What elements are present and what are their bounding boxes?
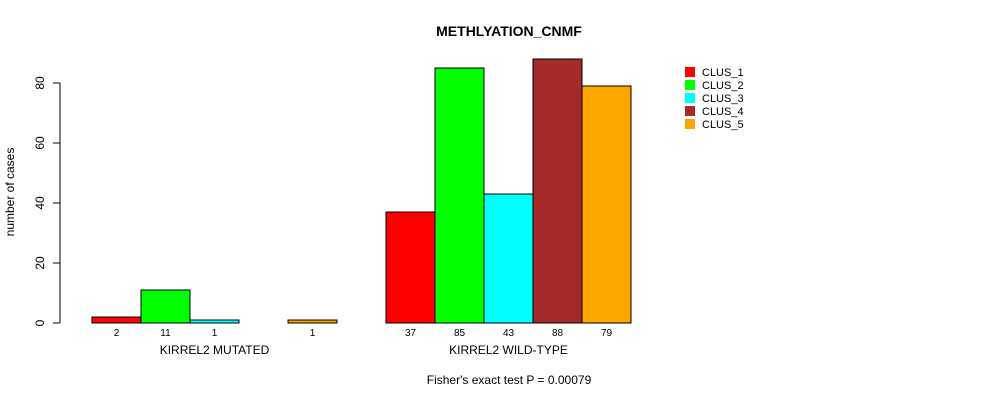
bar-value-label: 79 bbox=[601, 328, 613, 339]
y-tick-label: 60 bbox=[33, 136, 47, 150]
group-labels: KIRREL2 MUTATED KIRREL2 WILD-TYPE bbox=[160, 343, 568, 357]
legend-swatch bbox=[685, 106, 695, 116]
bars bbox=[91, 58, 632, 324]
group-label: KIRREL2 MUTATED bbox=[160, 343, 270, 357]
bar-clus-5-group-1 bbox=[287, 319, 338, 324]
bar-clus-1-group-1 bbox=[91, 316, 142, 324]
y-tick-label: 0 bbox=[33, 319, 47, 326]
bar-labels: 2 11 1 1 37 85 43 88 79 bbox=[114, 328, 613, 339]
bar-clus-3-group-2 bbox=[483, 193, 534, 324]
legend-label: CLUS_3 bbox=[702, 93, 744, 105]
bar-value-label: 85 bbox=[454, 328, 466, 339]
bar-clus-5-group-2 bbox=[581, 85, 632, 324]
fisher-test-footnote: Fisher's exact test P = 0.00079 bbox=[427, 373, 592, 387]
bar-value-label: 88 bbox=[552, 328, 564, 339]
y-tick-label: 80 bbox=[33, 76, 47, 90]
legend-label: CLUS_1 bbox=[702, 67, 744, 79]
bar-value-label: 1 bbox=[310, 328, 316, 339]
y-axis: 0 20 40 60 80 bbox=[33, 76, 61, 326]
bar-clus-3-group-1 bbox=[189, 319, 240, 324]
chart-title: METHLYATION_CNMF bbox=[436, 23, 582, 39]
legend-swatch bbox=[685, 67, 695, 77]
bar-value-label: 37 bbox=[405, 328, 417, 339]
legend-swatch bbox=[685, 80, 695, 90]
legend-swatch bbox=[685, 93, 695, 103]
bar-value-label: 43 bbox=[503, 328, 515, 339]
bar-clus-2-group-1 bbox=[140, 289, 191, 324]
y-tick-label: 20 bbox=[33, 256, 47, 270]
legend-swatch bbox=[685, 119, 695, 129]
bar-value-label: 1 bbox=[212, 328, 218, 339]
legend-label: CLUS_5 bbox=[702, 119, 744, 131]
legend-label: CLUS_2 bbox=[702, 80, 744, 92]
bar-value-label: 11 bbox=[160, 328, 171, 339]
y-axis-label: number of cases bbox=[3, 148, 17, 237]
bar-clus-4-group-2 bbox=[532, 58, 583, 324]
group-label: KIRREL2 WILD-TYPE bbox=[449, 343, 568, 357]
bar-value-label: 2 bbox=[114, 328, 120, 339]
y-tick-label: 40 bbox=[33, 196, 47, 210]
legend-label: CLUS_4 bbox=[702, 106, 744, 118]
bar-clus-2-group-2 bbox=[434, 67, 485, 324]
bar-clus-1-group-2 bbox=[385, 211, 436, 324]
